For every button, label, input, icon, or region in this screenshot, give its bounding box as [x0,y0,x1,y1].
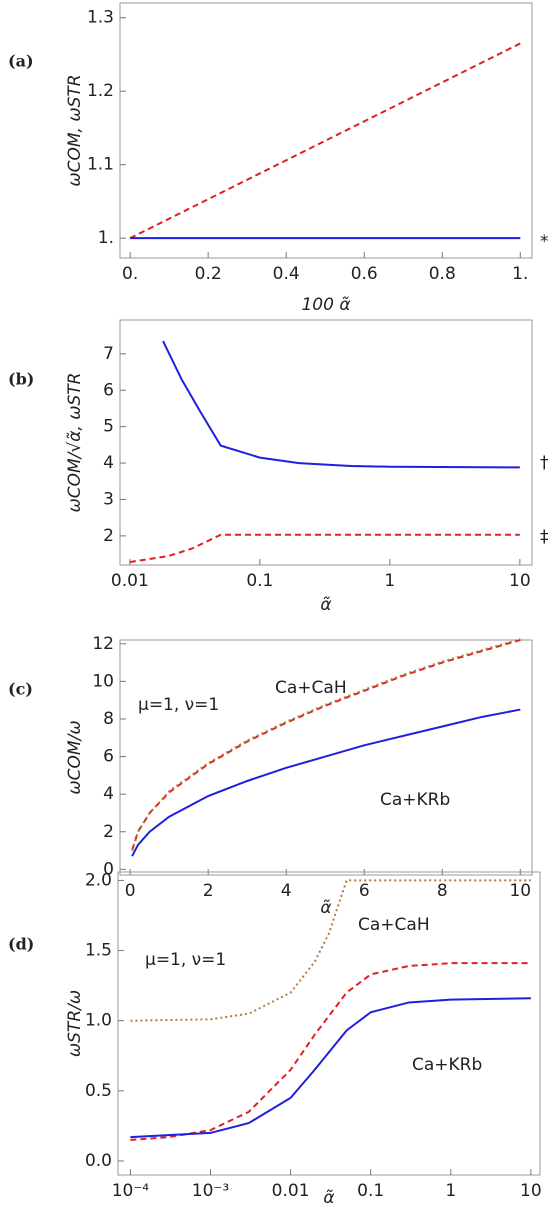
panel-label: (c) [8,680,33,699]
x-axis-label: 100 α̃ [301,295,350,315]
x-axis-label: α̃ [320,595,331,615]
y-tick-label: 4 [103,453,114,473]
x-tick-label: 10⁻⁴ [112,1181,150,1201]
series-label: Ca+KRb [380,790,450,810]
series-line [131,708,521,857]
y-tick-label: 12 [92,634,114,654]
panel-label: (b) [8,370,34,389]
annotation: † [540,453,549,473]
plot-frame [117,871,541,1176]
series-line [130,997,531,1139]
x-tick-label: 0.01 [111,571,149,591]
x-tick-label: 6 [359,881,370,901]
y-axis-label: ωCOM/ω [65,720,85,794]
series-line [130,879,531,1022]
x-tick-label: 1. [512,264,528,284]
x-tick-label: 2 [203,881,214,901]
x-tick-label: 0.6 [351,264,378,284]
y-tick-label: 1.3 [87,8,114,28]
y-tick-label: 1. [98,228,114,248]
series-label: μ=1, ν=1 [138,695,219,715]
x-tick-label: 0. [122,264,138,284]
series-line [131,638,521,851]
plot-frame [119,319,533,566]
y-tick-label: 1.0 [85,1011,112,1031]
y-tick-label: 0 [103,859,114,879]
x-tick-label: 1 [384,571,395,591]
series-label: Ca+CaH [275,678,347,698]
y-axis-label: ωCOM/√α̃, ωSTR [65,373,85,513]
y-tick-label: 8 [103,709,114,729]
x-tick-label: 10 [520,1181,542,1201]
series-line [129,533,520,564]
x-tick-label: 0.01 [272,1181,310,1201]
x-tick-label: 10⁻³ [192,1181,229,1201]
series-line [162,340,520,469]
x-tick-label: 0.4 [273,264,300,284]
y-tick-label: 6 [103,380,114,400]
y-tick-label: 0.0 [85,1151,112,1171]
x-tick-label: 1 [445,1181,456,1201]
x-tick-label: 10 [509,571,531,591]
y-tick-label: 6 [103,747,114,767]
series-label: μ=1, ν=1 [145,950,226,970]
x-axis-label: α̃ [323,1188,334,1208]
plot-frame [119,2,533,259]
series-label: Ca+KRb [412,1055,482,1075]
y-tick-label: 4 [103,784,114,804]
series-line [129,42,521,240]
y-axis-label: ωCOM, ωSTR [65,74,85,186]
y-tick-label: 2 [103,526,114,546]
x-tick-label: 0 [125,881,136,901]
x-tick-label: 0.1 [246,571,273,591]
y-tick-label: 5 [103,417,114,437]
y-tick-label: 1.2 [87,81,114,101]
panel-label: (a) [8,52,34,71]
plot-frame [119,639,533,876]
annotation: ‡ [540,527,549,547]
series-line [131,639,521,851]
series-label: Ca+CaH [358,915,430,935]
y-tick-label: 1.5 [85,941,112,961]
y-tick-label: 2 [103,822,114,842]
x-axis-label: α̃ [320,898,331,918]
series-line [130,962,531,1141]
x-tick-label: 0.1 [357,1181,384,1201]
y-tick-label: 1.1 [87,155,114,175]
y-tick-label: 0.5 [85,1081,112,1101]
panel-label: (d) [8,935,34,954]
y-tick-label: 7 [103,344,114,364]
x-tick-label: 8 [437,881,448,901]
y-tick-label: 3 [103,489,114,509]
y-tick-label: 2.0 [85,870,112,890]
annotation: * [540,232,549,252]
x-tick-label: 0.2 [195,264,222,284]
y-axis-label: ωSTR/ω [65,990,85,1057]
x-tick-label: 0.8 [429,264,456,284]
x-tick-label: 4 [281,881,292,901]
x-tick-label: 10 [509,881,531,901]
y-tick-label: 10 [92,671,114,691]
